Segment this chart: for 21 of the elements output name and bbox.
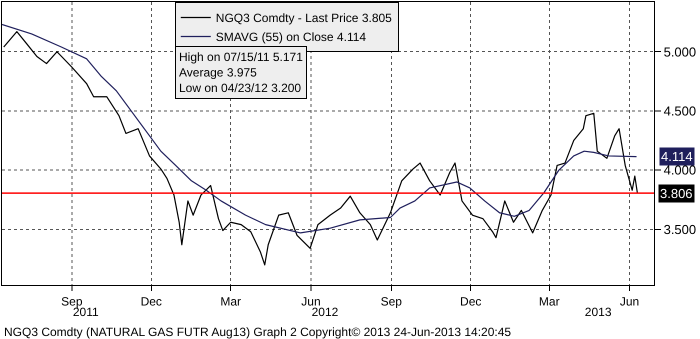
- y-tick-label: 5.000: [664, 44, 696, 60]
- y-tick-label: 4.500: [664, 103, 696, 118]
- annotation: 4.114: [661, 149, 693, 164]
- x-tick-label: Mar: [220, 294, 242, 308]
- legend-label: SMAVG (55) on Close 4.114: [216, 30, 366, 44]
- x-tick-label: Mar: [538, 294, 560, 308]
- x-tick-label: Dec: [140, 294, 162, 308]
- legend-label: NGQ3 Comdty - Last Price 3.805: [216, 11, 392, 26]
- ref-line-label: 3.806: [660, 186, 693, 201]
- annotation: Low on 04/23/12 3.200: [179, 81, 302, 96]
- x-tick-label: Sep: [380, 294, 402, 308]
- y-tick-label: 4.000: [664, 162, 696, 178]
- x2-tick-label: 2013: [584, 305, 612, 319]
- x-tick-label: Dec: [460, 294, 482, 308]
- x-tick-label: Sep: [61, 294, 83, 308]
- line-series: [2, 24, 638, 234]
- x-tick-label: Jun: [620, 294, 640, 308]
- text: NGQ3 Comdty (NATURAL GAS FUTR Aug13) Graph 2 Copyright© 2013 24-Jun-2013 14:20:45: [4, 325, 512, 339]
- annotation: High on 07/15/11 5.171: [179, 50, 304, 64]
- y-tick-label: 3.500: [664, 222, 696, 237]
- annotation: Average 3.975: [179, 66, 258, 80]
